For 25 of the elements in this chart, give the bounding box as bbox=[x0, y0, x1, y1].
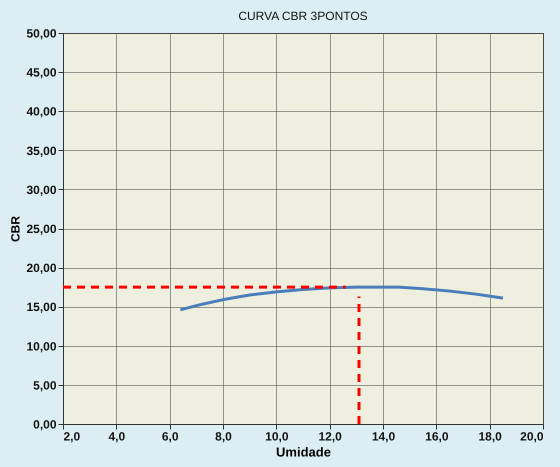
x-tick-label: 20,0 bbox=[520, 430, 544, 444]
x-tick-label: 10,0 bbox=[265, 430, 289, 444]
x-axis-title: Umidade bbox=[276, 444, 331, 460]
y-tick-label: 40,00 bbox=[26, 104, 57, 119]
y-tick-label: 20,00 bbox=[26, 261, 57, 276]
y-tick-label: 0,00 bbox=[33, 418, 57, 432]
chart-title: CURVA CBR 3PONTOS bbox=[238, 9, 368, 23]
x-tick-label: 2,0 bbox=[64, 430, 81, 444]
x-tick-label: 4,0 bbox=[108, 430, 126, 444]
y-tick-label: 30,00 bbox=[26, 182, 57, 197]
x-tick-label: 16,0 bbox=[425, 430, 449, 444]
y-tick-label: 35,00 bbox=[26, 144, 57, 158]
x-tick-label: 18,0 bbox=[478, 430, 502, 444]
y-tick-label: 10,00 bbox=[26, 339, 57, 354]
y-tick-label: 15,00 bbox=[26, 300, 57, 314]
y-tick-label: 45,00 bbox=[26, 66, 57, 80]
y-tick-label: 50,00 bbox=[26, 26, 57, 40]
y-axis-title: CBR bbox=[8, 216, 22, 242]
x-tick-label: 8,0 bbox=[215, 430, 232, 444]
x-tick-label: 6,0 bbox=[162, 430, 179, 444]
x-tick-label: 12,0 bbox=[318, 430, 342, 444]
y-tick-label: 5,00 bbox=[33, 378, 57, 392]
line-series bbox=[178, 286, 504, 312]
x-tick-label: 14,0 bbox=[372, 430, 396, 444]
y-tick-label: 25,00 bbox=[26, 222, 57, 236]
